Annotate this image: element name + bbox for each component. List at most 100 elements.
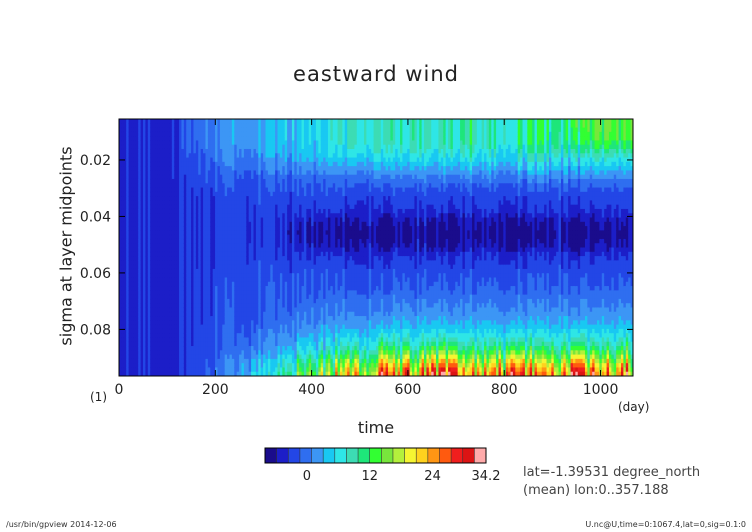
heatmap-cell [198, 238, 202, 244]
heatmap-cell [207, 341, 211, 347]
heatmap-cell [191, 200, 195, 206]
heatmap-cell [145, 251, 149, 257]
heatmap-cell [128, 131, 132, 137]
heatmap-cell [147, 166, 151, 171]
heatmap-cell [133, 277, 137, 283]
heatmap-cell [183, 230, 187, 236]
heatmap-cell [195, 346, 199, 351]
heatmap-cell [210, 277, 214, 283]
heatmap-cell [133, 153, 137, 159]
heatmap-cell [193, 337, 197, 343]
heatmap-cell [179, 204, 183, 210]
heatmap-cell [145, 238, 149, 244]
heatmap-cell [162, 341, 166, 347]
heatmap-cell [119, 286, 123, 291]
heatmap-cell [147, 200, 151, 206]
heatmap-cell [143, 217, 147, 223]
heatmap-cell [183, 221, 187, 227]
heatmap-cell [145, 294, 149, 300]
heatmap-cell [155, 136, 159, 142]
heatmap-cell [123, 307, 127, 313]
heatmap-cell [198, 298, 202, 304]
heatmap-cell [128, 157, 132, 163]
heatmap-cell [181, 119, 185, 124]
heatmap-cell [176, 208, 180, 214]
heatmap-cell [210, 256, 214, 261]
heatmap-cell [183, 191, 187, 197]
heatmap-cell [203, 281, 207, 287]
heatmap-cell [121, 217, 125, 223]
heatmap-cell [126, 221, 130, 227]
heatmap-cell [152, 187, 156, 193]
heatmap-cell [186, 320, 190, 326]
heatmap-cell [215, 354, 219, 360]
heatmap-cells [119, 119, 633, 376]
heatmap-cell [198, 316, 202, 321]
heatmap-cell [191, 251, 195, 257]
heatmap-cell [181, 221, 185, 227]
heatmap-cell [179, 264, 183, 270]
heatmap-cell [217, 196, 221, 201]
heatmap-cell [210, 131, 214, 137]
heatmap-cell [121, 333, 125, 339]
heatmap-cell [162, 136, 166, 142]
heatmap-cell [200, 268, 204, 274]
heatmap-cell [135, 264, 139, 270]
heatmap-cell [164, 196, 168, 201]
heatmap-cell [152, 136, 156, 142]
heatmap-cell [179, 298, 183, 304]
heatmap-cell [150, 204, 154, 210]
heatmap-cell [193, 286, 197, 291]
heatmap-cell [150, 226, 154, 231]
heatmap-cell [138, 213, 142, 219]
heatmap-cell [152, 230, 156, 236]
heatmap-cell [143, 170, 147, 176]
heatmap-cell [183, 217, 187, 223]
heatmap-cell [128, 178, 132, 184]
heatmap-cell [152, 157, 156, 163]
heatmap-cell [167, 161, 171, 167]
heatmap-cell [140, 200, 144, 206]
heatmap-cell [179, 153, 183, 159]
heatmap-cell [198, 251, 202, 257]
heatmap-cell [145, 136, 149, 142]
heatmap-cell [179, 208, 183, 214]
heatmap-cell [212, 148, 216, 154]
heatmap-cell [186, 273, 190, 279]
heatmap-cell [195, 363, 199, 369]
heatmap-cell [164, 187, 168, 193]
heatmap-cell [162, 166, 166, 171]
heatmap-cell [183, 311, 187, 317]
heatmap-cell [215, 230, 219, 236]
heatmap-cell [200, 367, 204, 373]
heatmap-cell [147, 161, 151, 167]
heatmap-cell [176, 217, 180, 223]
heatmap-cell [193, 200, 197, 206]
heatmap-cell [181, 174, 185, 180]
heatmap-cell [138, 243, 142, 249]
heatmap-cell [186, 144, 190, 150]
heatmap-cell [155, 144, 159, 150]
heatmap-cell [140, 221, 144, 227]
heatmap-cell [198, 294, 202, 300]
heatmap-cell [135, 230, 139, 236]
heatmap-cell [205, 148, 209, 154]
heatmap-cell [215, 123, 219, 129]
heatmap-cell [140, 204, 144, 210]
heatmap-cell [119, 354, 123, 360]
heatmap-cell [179, 320, 183, 326]
heatmap-cell [203, 333, 207, 339]
heatmap-cell [159, 363, 163, 369]
heatmap-cell [200, 337, 204, 343]
heatmap-cell [188, 294, 192, 300]
heatmap-cell [195, 341, 199, 347]
heatmap-cell [198, 311, 202, 317]
heatmap-cell [138, 277, 142, 283]
heatmap-cell [217, 178, 221, 184]
heatmap-cell [128, 161, 132, 167]
heatmap-cell [157, 264, 161, 270]
heatmap-cell [121, 251, 125, 257]
heatmap-cell [145, 170, 149, 176]
heatmap-cell [152, 303, 156, 309]
heatmap-cell [123, 324, 127, 330]
